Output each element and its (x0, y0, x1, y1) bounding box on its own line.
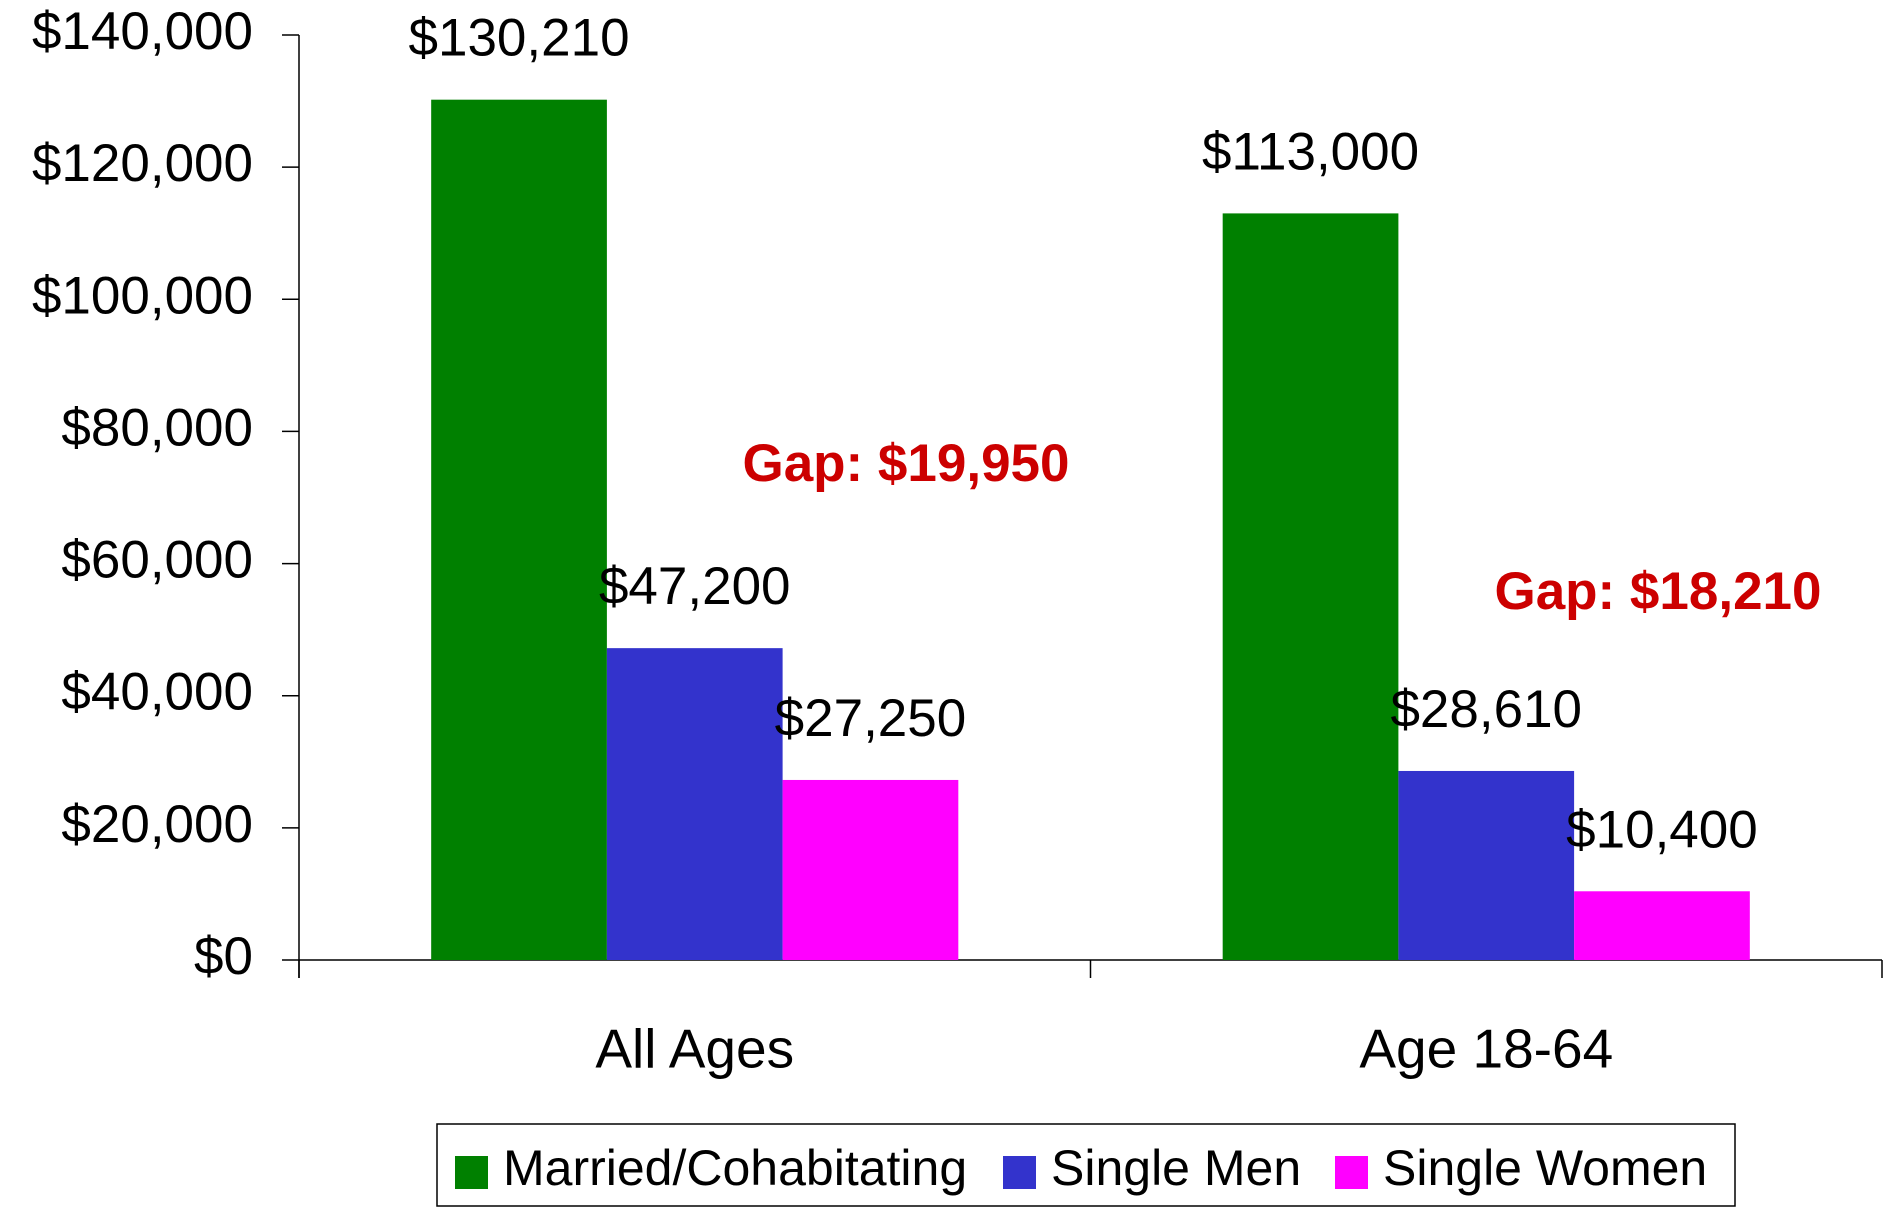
y-tick-label: $100,000 (32, 266, 253, 325)
x-tick-label: All Ages (595, 1018, 794, 1080)
annotation: Gap: $19,950 (742, 434, 1069, 493)
y-tick-label: $0 (194, 927, 253, 986)
bar (1222, 213, 1399, 961)
y-tick-label: $20,000 (61, 795, 253, 854)
legend-swatch (455, 1156, 488, 1189)
y-tick-label: $80,000 (61, 398, 253, 457)
legend-label: Single Men (1051, 1140, 1301, 1196)
value-label: $10,400 (1566, 800, 1758, 859)
legend-box (436, 1123, 1736, 1207)
x-tick-label: Age 18-64 (1359, 1018, 1613, 1080)
y-tick-label: $140,000 (32, 2, 253, 61)
bar (606, 648, 783, 960)
value-label: $27,250 (775, 689, 967, 748)
legend-swatch (1003, 1156, 1036, 1189)
value-label: $130,210 (409, 9, 630, 68)
value-label: $28,610 (1390, 680, 1582, 739)
value-label: $47,200 (599, 557, 791, 616)
bar (782, 779, 959, 960)
legend-label: Single Women (1383, 1140, 1707, 1196)
bar (1398, 770, 1575, 960)
legend-label: Married/Cohabitating (503, 1140, 967, 1196)
legend-swatch (1335, 1156, 1368, 1189)
value-label: $113,000 (1202, 122, 1419, 181)
bar (1574, 891, 1750, 960)
annotation: Gap: $18,210 (1494, 562, 1821, 621)
y-tick-label: $120,000 (32, 134, 253, 193)
bar (431, 99, 607, 960)
y-tick-label: $40,000 (61, 663, 253, 722)
y-tick-label: $60,000 (61, 531, 253, 590)
